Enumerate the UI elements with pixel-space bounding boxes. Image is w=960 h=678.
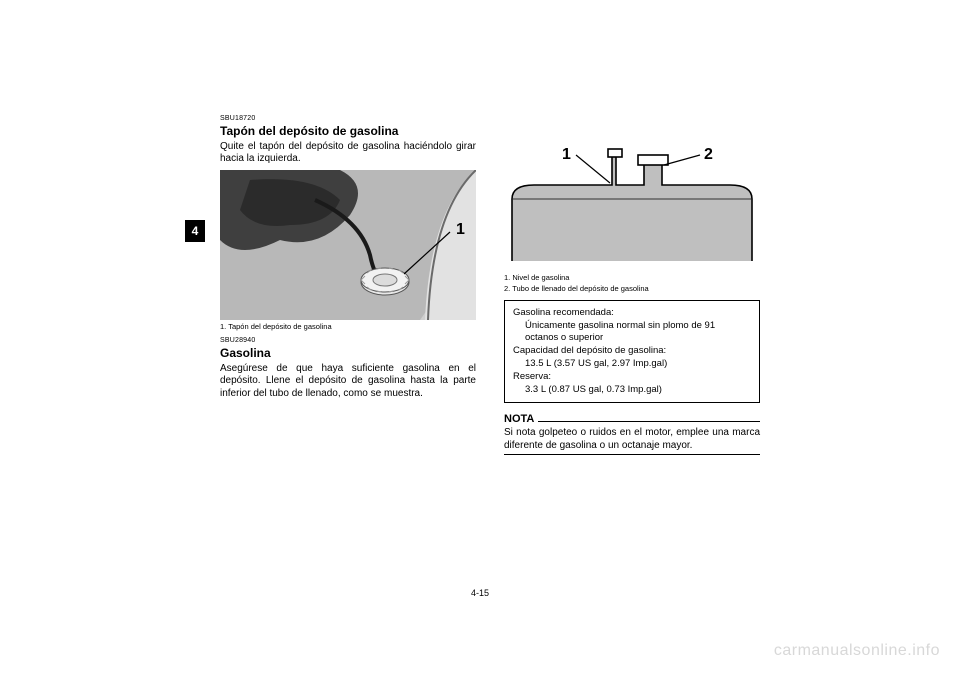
spec-line-4: 13.5 L (3.57 US gal, 2.97 Imp.gal) [513,358,751,371]
page: 4 SBU18720 Tapón del depósito de gasolin… [0,0,960,678]
nota-body: Si nota golpeteo o ruidos en el motor, e… [504,427,760,452]
figure-1-svg: 1 [220,170,476,320]
nota-block: NOTA Si nota golpeteo o ruidos en el mot… [504,413,760,455]
figure-2-caption-1: 1. Nivel de gasolina [504,273,760,282]
page-number: 4-15 [0,588,960,598]
nota-rule-bottom [504,454,760,455]
section-tab: 4 [185,220,205,242]
nota-heading: NOTA [504,413,534,427]
ref-code-2: SBU28940 [220,337,476,346]
figure-2: 1 2 [504,141,760,271]
spec-box: Gasolina recomendada: Únicamente gasolin… [504,300,760,404]
heading-tapon: Tapón del depósito de gasolina [220,124,476,139]
figure-2-label-1: 1 [562,146,571,163]
heading-gasolina: Gasolina [220,346,476,361]
figure-2-svg: 1 2 [504,141,760,271]
spec-line-6: 3.3 L (0.87 US gal, 0.73 Imp.gal) [513,384,751,397]
watermark: carmanualsonline.info [774,642,940,660]
column-right: 1 2 1. Nivel de gasolina 2. Tubo de llen… [504,115,760,457]
spec-line-1: Gasolina recomendada: [513,307,751,320]
body-tapon: Quite el tapón del depósito de gasolina … [220,141,476,166]
spec-line-5: Reserva: [513,371,751,384]
ref-code-1: SBU18720 [220,115,476,124]
figure-2-caption-2: 2. Tubo de llenado del depósito de gasol… [504,284,760,293]
figure-1-label: 1 [456,221,465,238]
body-gasolina: Asegúrese de que haya suficiente gasolin… [220,363,476,401]
figure-2-label-2: 2 [704,146,713,163]
content-area: SBU18720 Tapón del depósito de gasolina … [220,115,760,457]
figure-1: 1 [220,170,476,320]
nota-rule-top [538,413,760,422]
figure-1-caption: 1. Tapón del depósito de gasolina [220,322,476,331]
spec-line-2: Únicamente gasolina normal sin plomo de … [513,320,751,346]
column-left: SBU18720 Tapón del depósito de gasolina … [220,115,476,457]
spec-line-3: Capacidad del depósito de gasolina: [513,345,751,358]
